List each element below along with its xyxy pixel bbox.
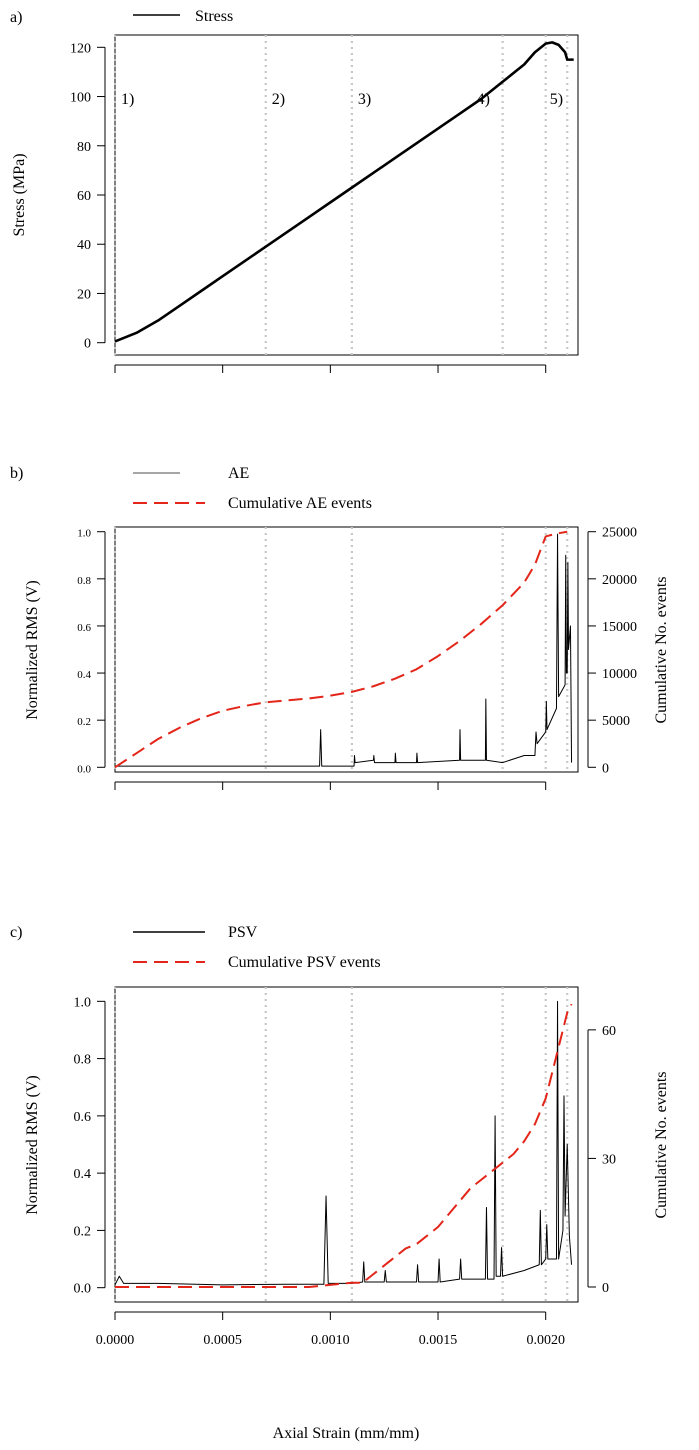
y-tick-label-b-0: 0.0 (77, 763, 91, 775)
panel-label-c: c) (10, 924, 22, 941)
x-tick-label-3: 0.0015 (419, 1333, 458, 1348)
y-tick-label-a-1: 20 (77, 287, 91, 302)
x-tick-label-2: 0.0010 (311, 1333, 350, 1348)
y-axis-title-b: Normalized RMS (V) (24, 580, 41, 720)
y-axis-title-a: Stress (MPa) (11, 153, 28, 236)
panel-label-b: b) (10, 465, 23, 482)
axis-ticks: 0 20 40 60 80 100 120 0.0 0.2 0.4 0.6 0.8 1.0 0 5000 10… (70, 41, 637, 1348)
x-tick-label-1: 0.0005 (203, 1333, 242, 1348)
phase-lines (113, 35, 569, 1302)
legend-cumulative-psv-label: Cumulative PSV events (228, 954, 381, 971)
y-tick-label-b-4: 0.8 (77, 575, 91, 587)
legend-cumulative-ae-label: Cumulative AE events (228, 495, 372, 512)
y-tick-label-a-0: 0 (84, 337, 91, 352)
legend-b: AE Cumulative AE events (133, 465, 372, 512)
y-tick-label-a-3: 60 (77, 189, 91, 204)
y2-tick-label-b-1: 5000 (602, 714, 630, 729)
legend-stress-label: Stress (195, 8, 233, 25)
y-tick-label-c-1: 0.2 (74, 1224, 92, 1239)
legend-ae-label: AE (228, 465, 249, 482)
y-tick-label-c-0: 0.0 (74, 1282, 92, 1297)
y-tick-label-b-1: 0.2 (77, 716, 91, 728)
legend-psv-label: PSV (228, 924, 258, 941)
y-tick-label-b-3: 0.6 (77, 622, 91, 634)
y2-tick-label-c-2: 60 (602, 1024, 616, 1039)
y2-tick-label-c-0: 0 (602, 1281, 609, 1296)
phase-labels: 1) 2) 3) 4) 5) (121, 91, 563, 108)
data-series (114, 41, 574, 1288)
panel-label-a: a) (10, 9, 22, 26)
y2-tick-label-b-5: 25000 (602, 526, 637, 541)
y-tick-label-c-3: 0.6 (74, 1110, 92, 1125)
phase-label-3: 3) (358, 91, 371, 108)
y2-tick-label-b-4: 20000 (602, 573, 637, 588)
y2-axis-title-b: Cumulative No. events (653, 576, 670, 723)
y-axis-title-c: Normalized RMS (V) (24, 1075, 41, 1215)
y-tick-label-c-5: 1.0 (74, 995, 92, 1010)
y-tick-label-b-2: 0.4 (77, 669, 91, 681)
series-a-main (114, 41, 574, 343)
series-b-main (115, 533, 573, 767)
y-tick-label-a-5: 100 (70, 91, 91, 106)
plot-frame-c (114, 986, 579, 1303)
y2-tick-label-b-0: 0 (602, 761, 609, 776)
plot-frame-a (114, 34, 579, 356)
x-tick-label-0: 0.0000 (96, 1333, 135, 1348)
phase-label-4: 4) (477, 91, 490, 108)
y-tick-label-a-4: 80 (77, 140, 91, 155)
y2-tick-label-c-1: 30 (602, 1152, 616, 1167)
y-tick-label-c-2: 0.4 (74, 1167, 92, 1182)
series-c-cumulative (115, 1003, 573, 1288)
y2-tick-label-b-3: 15000 (602, 620, 637, 635)
series-b-cumulative (114, 530, 568, 769)
phase-label-1: 1) (121, 91, 134, 108)
y-tick-label-a-2: 40 (77, 238, 91, 253)
plot-frame-b (114, 526, 579, 773)
phase-label-5: 5) (550, 91, 563, 108)
y2-axis-title-c: Cumulative No. events (653, 1071, 670, 1218)
x-axis-title: Axial Strain (mm/mm) (273, 1425, 420, 1442)
phase-label-2: 2) (272, 91, 285, 108)
legend-c: PSV Cumulative PSV events (133, 924, 381, 971)
y2-tick-label-b-2: 10000 (602, 667, 637, 682)
y-tick-label-c-4: 0.8 (74, 1053, 92, 1068)
legend-a: Stress (133, 8, 233, 25)
x-tick-label-4: 0.0020 (526, 1333, 565, 1348)
y-tick-label-a-6: 120 (70, 41, 91, 56)
y-tick-label-b-5: 1.0 (77, 528, 91, 540)
